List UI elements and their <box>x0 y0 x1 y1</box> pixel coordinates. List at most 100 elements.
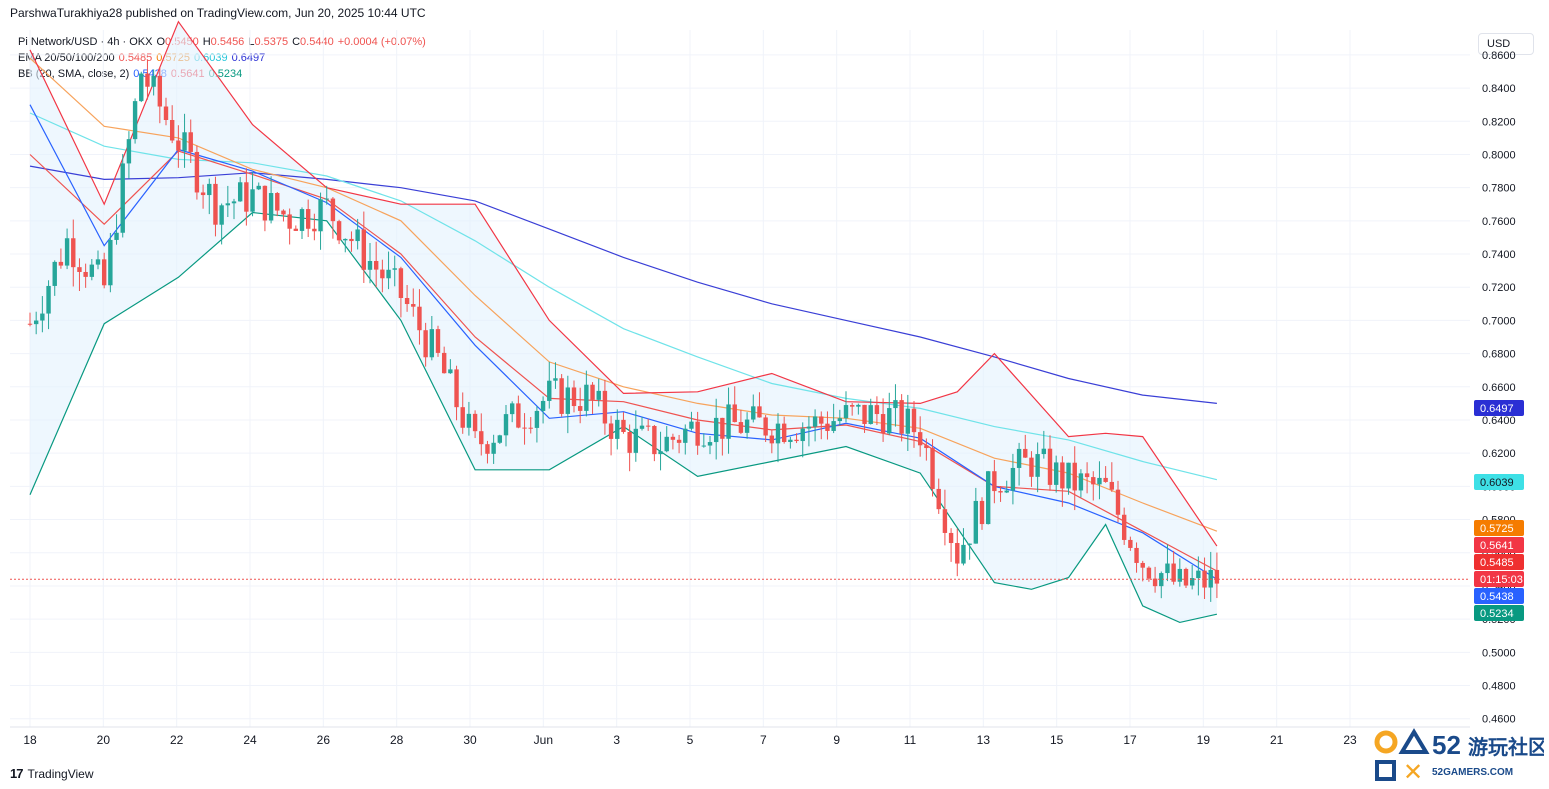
legend-ema-row[interactable]: EMA 20/50/100/200 0.5485 0.5725 0.6039 0… <box>18 50 426 66</box>
legend-symbol-row[interactable]: Pi Network/USD · 4h · OKX O 0.5450 H 0.545… <box>18 34 426 50</box>
candle-body <box>392 268 397 270</box>
candle-body <box>1177 568 1183 582</box>
candle-body <box>540 400 546 411</box>
x-tick-label: 7 <box>760 733 767 747</box>
candle-body <box>590 384 595 400</box>
y-tick-label: 0.4600 <box>1482 714 1516 726</box>
candle-body <box>305 209 311 229</box>
symbol-label: Pi Network/USD · 4h · OKX <box>18 36 153 48</box>
x-tick-label: 17 <box>1123 733 1137 747</box>
candle-body <box>837 418 843 422</box>
y-tick-label: 0.7600 <box>1482 216 1516 228</box>
candle-body <box>621 419 626 433</box>
candle-body <box>856 404 861 407</box>
candle-body <box>880 414 886 434</box>
candle-body <box>788 439 793 443</box>
y-tick-label: 0.7000 <box>1482 315 1516 327</box>
candle-body <box>757 406 762 418</box>
candle-body <box>812 416 818 427</box>
x-tick-label: 28 <box>390 733 404 747</box>
candle-body <box>367 260 373 270</box>
x-tick-label: 22 <box>170 733 184 747</box>
legend-bb-row[interactable]: BB (20, SMA, close, 2) 0.5438 0.5641 0.5… <box>18 66 426 82</box>
candle-body <box>608 423 614 439</box>
x-tick-label: Jun <box>534 733 553 747</box>
candle-body <box>1091 477 1096 485</box>
ema-label: EMA 20/50/100/200 <box>18 52 115 64</box>
candle-body <box>676 439 682 443</box>
candle-body <box>602 390 608 424</box>
watermark-x-icon: ✕ <box>1403 759 1423 784</box>
candle-body <box>559 378 564 414</box>
y-tick-label: 0.5400 <box>1482 581 1516 593</box>
candle-body <box>1140 562 1145 568</box>
candle-body <box>701 445 707 447</box>
line-ema-200 <box>29 165 1217 404</box>
candle-body <box>683 428 688 443</box>
candle-body <box>1189 578 1195 586</box>
candle-body <box>491 442 496 454</box>
candle-body <box>905 408 911 434</box>
candle-body <box>268 193 274 221</box>
line-bb-upper <box>29 20 1218 547</box>
candle-body <box>775 423 781 444</box>
ohlc-low: 0.5375 <box>254 36 289 48</box>
candle-body <box>689 421 694 429</box>
candle-body <box>503 414 509 436</box>
ohlc-close: 0.5440 <box>300 36 334 48</box>
candle-body <box>101 259 107 286</box>
candle-body <box>781 423 787 443</box>
label-ema200-bg <box>1474 400 1524 416</box>
candle-body <box>1208 569 1213 588</box>
watermark-number: 52 <box>1432 730 1461 760</box>
candle-body <box>1072 462 1077 491</box>
currency-button[interactable]: USD <box>1478 33 1534 55</box>
candle-body <box>244 182 249 212</box>
candle-body <box>1109 481 1115 490</box>
x-tick-label: 11 <box>904 733 917 747</box>
x-tick-label: 20 <box>97 733 111 747</box>
candle-body <box>1165 563 1170 574</box>
bb-basis-value: 0.5438 <box>133 68 167 80</box>
candle-body <box>256 185 261 190</box>
watermark-site: 52GAMERS.COM <box>1432 767 1513 778</box>
candle-body <box>695 421 700 446</box>
label-bb-basis-bg <box>1474 588 1524 604</box>
y-tick-label: 0.5200 <box>1482 614 1516 626</box>
ema100-value: 0.6039 <box>193 52 228 64</box>
candle-body <box>52 261 57 286</box>
candle-body <box>472 413 478 432</box>
publisher-line: ParshwaTurakhiya28 published on TradingV… <box>10 6 426 20</box>
candle-body <box>751 406 756 420</box>
ohlc-high: 0.5456 <box>210 36 245 48</box>
y-tick-label: 0.8200 <box>1482 116 1516 128</box>
candle-body <box>596 390 601 400</box>
candle-body <box>985 471 991 525</box>
candle-body <box>707 442 713 446</box>
candle-body <box>639 425 645 429</box>
ema50-value: 0.5725 <box>156 52 190 64</box>
candle-body <box>930 448 935 489</box>
candle-body <box>1078 473 1084 491</box>
x-tick-label: 24 <box>243 733 257 747</box>
label-ema200: 0.6497 <box>1480 403 1514 415</box>
label-ema100: 0.6039 <box>1480 477 1514 489</box>
candle-body <box>361 229 367 270</box>
candle-body <box>627 432 632 453</box>
candle-body <box>800 428 805 442</box>
ohlc-change: +0.0004 (+0.07%) <box>337 36 426 48</box>
candle-body <box>169 119 175 141</box>
candle-body <box>998 491 1003 493</box>
candle-body <box>1029 457 1034 477</box>
label-ema20: 0.5485 <box>1480 557 1514 569</box>
candle-body <box>577 406 583 411</box>
watermark-circle-icon <box>1374 730 1398 754</box>
candle-body <box>1010 467 1016 491</box>
candle-body <box>33 320 39 325</box>
tradingview-logo[interactable]: 17 TradingView <box>10 766 94 781</box>
candle-body <box>454 369 459 408</box>
candle-body <box>936 488 941 510</box>
x-tick-label: 23 <box>1343 733 1357 747</box>
candle-body <box>336 221 342 241</box>
